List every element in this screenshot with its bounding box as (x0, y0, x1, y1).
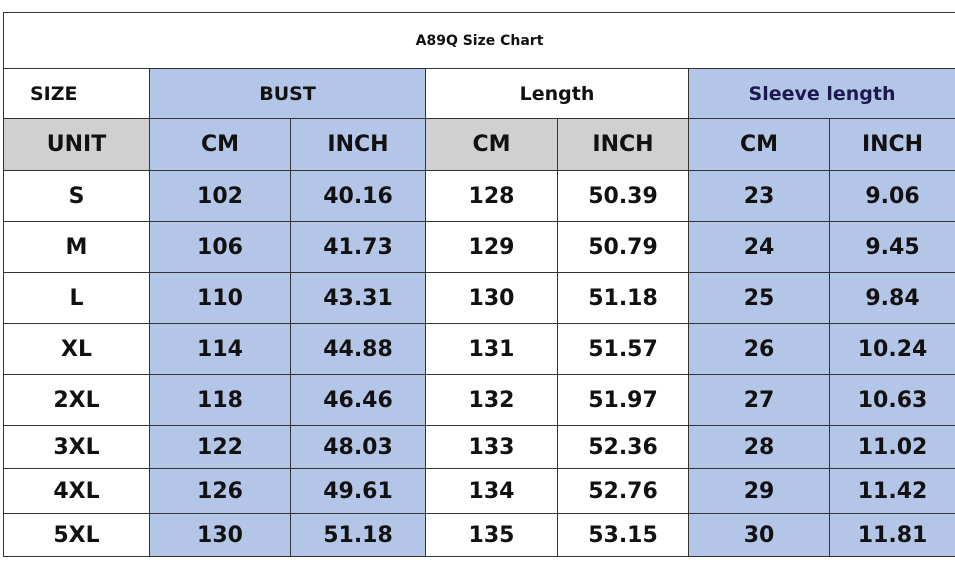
measurement: 43.31 (290, 272, 426, 324)
measurement: 102 (149, 170, 291, 222)
measurement: 135 (425, 513, 558, 557)
measurement: 28 (688, 425, 830, 469)
unit-cell: CM (425, 118, 558, 171)
measurement: 48.03 (290, 425, 426, 469)
measurement: 110 (149, 272, 291, 324)
measurement: 52.76 (557, 468, 689, 514)
unit-cell: UNIT (3, 118, 150, 171)
measurement: 53.15 (557, 513, 689, 557)
measurement: 106 (149, 221, 291, 273)
size-row: 5XL 130 51.18 135 53.15 30 11.81 (3, 513, 955, 557)
size-label: 2XL (3, 374, 150, 426)
measurement: 130 (149, 513, 291, 557)
measurement: 114 (149, 323, 291, 375)
measurement: 51.18 (290, 513, 426, 557)
measurement: 27 (688, 374, 830, 426)
size-row: 2XL 118 46.46 132 51.97 27 10.63 (3, 374, 955, 426)
unit-cell: CM (688, 118, 830, 171)
header-cell: SIZE (3, 68, 150, 119)
measurement: 10.24 (828, 323, 955, 375)
measurement: 126 (149, 468, 291, 514)
measurement: 25 (688, 272, 830, 324)
unit-cell: INCH (290, 118, 426, 171)
measurement: 41.73 (290, 221, 426, 273)
size-label: XL (3, 323, 150, 375)
size-row: L 110 43.31 130 51.18 25 9.84 (3, 272, 955, 324)
measurement: 29 (688, 468, 830, 514)
measurement: 11.81 (828, 513, 955, 557)
size-label: S (3, 170, 150, 222)
header-cell: BUST (149, 68, 426, 119)
size-row: 3XL 122 48.03 133 52.36 28 11.02 (3, 425, 955, 469)
unit-row: UNIT CM INCH CM INCH CM INCH (3, 118, 955, 171)
measurement: 49.61 (290, 468, 426, 514)
measurement: 129 (425, 221, 558, 273)
unit-cell: INCH (557, 118, 689, 171)
measurement: 10.63 (828, 374, 955, 426)
size-row: 4XL 126 49.61 134 52.76 29 11.42 (3, 468, 955, 514)
measurement: 50.39 (557, 170, 689, 222)
measurement: 132 (425, 374, 558, 426)
measurement: 23 (688, 170, 830, 222)
measurement: 9.06 (828, 170, 955, 222)
measurement: 51.97 (557, 374, 689, 426)
unit-cell: INCH (828, 118, 955, 171)
measurement: 50.79 (557, 221, 689, 273)
header-row: SIZE BUST Length Sleeve length (3, 68, 955, 119)
size-row: S 102 40.16 128 50.39 23 9.06 (3, 170, 955, 222)
measurement: 40.16 (290, 170, 426, 222)
size-table: A89Q Size Chart SIZE BUST Length Sleeve leng… (2, 12, 955, 557)
measurement: 128 (425, 170, 558, 222)
measurement: 11.02 (828, 425, 955, 469)
unit-cell: CM (149, 118, 291, 171)
header-cell: Length (425, 68, 689, 119)
measurement: 122 (149, 425, 291, 469)
header-cell: Sleeve length (687, 68, 955, 119)
measurement: 134 (425, 468, 558, 514)
measurement: 130 (425, 272, 558, 324)
size-row: M 106 41.73 129 50.79 24 9.45 (3, 221, 955, 273)
measurement: 133 (425, 425, 558, 469)
measurement: 11.42 (828, 468, 955, 514)
measurement: 51.18 (557, 272, 689, 324)
measurement: 52.36 (557, 425, 689, 469)
measurement: 24 (688, 221, 830, 273)
size-chart: A89Q Size Chart SIZE BUST Length Sleeve leng… (2, 12, 955, 557)
measurement: 26 (688, 323, 830, 375)
measurement: 44.88 (290, 323, 426, 375)
title-row: A89Q Size Chart (2, 12, 955, 69)
measurement: 9.84 (828, 272, 955, 324)
size-label: 5XL (3, 513, 150, 557)
measurement: 46.46 (290, 374, 426, 426)
measurement: 9.45 (828, 221, 955, 273)
measurement: 118 (149, 374, 291, 426)
size-label: M (3, 221, 150, 273)
size-label: 4XL (3, 468, 150, 514)
size-label: L (3, 272, 150, 324)
table-title: A89Q Size Chart (2, 12, 955, 69)
measurement: 51.57 (557, 323, 689, 375)
size-row: XL 114 44.88 131 51.57 26 10.24 (3, 323, 955, 375)
measurement: 131 (425, 323, 558, 375)
measurement: 30 (688, 513, 830, 557)
size-label: 3XL (3, 425, 150, 469)
